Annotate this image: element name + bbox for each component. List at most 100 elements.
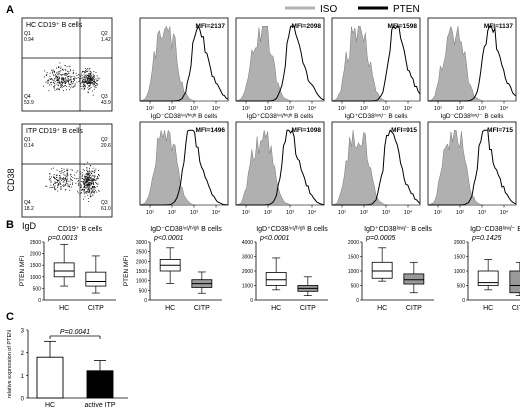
event-dot [86,185,88,187]
event-dot [91,80,93,82]
event-dot [78,74,79,76]
event-dot [67,80,69,82]
event-dot [91,186,93,188]
event-dot [61,78,63,79]
box-y-tick-label: 1000 [242,284,253,290]
event-dot [86,81,88,83]
event-dot [93,192,95,193]
event-dot [90,78,91,79]
mfi-label: MFI=2098 [292,23,322,30]
event-dot [86,170,88,171]
event-dot [85,182,87,184]
event-dot [83,77,85,79]
event-dot [89,82,91,84]
event-dot [62,178,64,180]
event-dot [66,168,68,170]
event-dot [52,80,54,81]
event-dot [87,172,89,174]
event-dot [56,174,58,176]
event-dot [64,69,66,70]
pten-histogram [236,25,325,102]
event-dot [57,180,59,182]
event-dot [87,75,89,76]
event-dot [89,177,90,179]
box-y-tick-label: 1500 [136,269,147,275]
quadrant-label: Q3 [101,94,108,100]
event-dot [96,75,98,77]
event-dot [72,79,74,81]
iso-histogram [235,130,324,206]
event-dot [84,76,86,78]
event-dot [89,182,91,184]
mfi-label: MFI=1496 [196,127,226,134]
event-dot [86,75,87,77]
event-dot [63,81,65,82]
event-dot [93,80,95,82]
event-dot [57,185,59,187]
event-dot [66,66,68,68]
event-dot [69,185,70,187]
event-dot [58,83,60,85]
mfi-label: MFI=915 [391,127,417,134]
event-dot [51,187,53,188]
event-dot [86,168,88,170]
event-dot [81,175,83,177]
event-dot [67,79,69,81]
event-dot [92,77,94,79]
event-dot [88,70,90,72]
event-dot [95,180,96,182]
event-dot [93,182,94,184]
event-dot [93,76,94,77]
event-dot [84,185,86,187]
box-y-tick-label: 0 [38,298,41,304]
event-dot [48,80,49,82]
event-dot [90,181,92,183]
histogram-tick-label: 10⁴ [500,105,509,112]
event-dot [50,82,52,84]
event-dot [88,83,89,84]
event-dot [58,71,60,72]
bar-p-value: P=0.0041 [60,329,90,336]
event-dot [56,89,58,91]
box-y-tick-label: 0 [144,298,147,304]
event-dot [83,184,85,186]
event-dot [90,76,92,78]
event-dot [71,85,73,87]
event-dot [81,77,83,79]
event-dot [80,75,82,77]
event-dot [74,177,76,179]
event-dot [54,89,56,91]
event-dot [84,81,85,83]
event-dot [65,79,67,81]
quadrant-label: Q1 [24,31,31,37]
legend-iso-label: ISO [320,4,337,15]
event-dot [75,171,77,173]
event-dot [85,184,86,186]
dot-cloud [45,161,100,202]
box-category-label: CITP [512,305,520,312]
event-dot [78,180,79,181]
box-chart-p-value: p=0.0005 [365,235,395,242]
event-dot [94,169,96,171]
event-dot [54,72,55,74]
event-dot [57,88,59,90]
box-iqr [403,273,425,285]
event-dot [79,183,81,185]
event-dot [56,83,58,85]
event-dot [91,175,93,177]
event-dot [90,179,92,181]
event-dot [90,182,92,184]
event-dot [79,184,81,186]
event-dot [98,170,99,171]
event-dot [74,83,76,85]
event-dot [65,188,67,190]
box-y-tick-label: 2500 [136,250,147,256]
event-dot [80,186,82,188]
event-dot [89,73,91,75]
event-dot [77,178,79,179]
event-dot [54,84,56,86]
event-dot [81,177,83,179]
event-dot [58,82,59,84]
mfi-label: MFI=1137 [484,23,513,30]
box-chart-title: IgD⁺CD38ˡᵒʷ/⁻ B cells [364,226,432,233]
